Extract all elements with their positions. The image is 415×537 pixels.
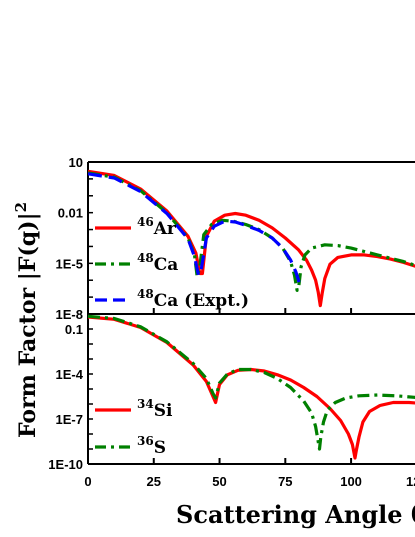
y-tick-label-p2: 0.1 [65, 322, 83, 337]
legend-label: 48Ca (Expt.) [137, 287, 249, 311]
axes-layer [87, 161, 415, 465]
y-tick-label-p2: 1E-7 [56, 412, 83, 427]
series-line-34si [88, 315, 415, 460]
y-tick-label-p2: 1E-10 [48, 457, 83, 472]
x-tick-label: 0 [84, 474, 91, 489]
y-axis-title-text: Form Factor |F(q)| [15, 212, 41, 438]
x-axis-title: Scattering Angle θ [176, 500, 415, 529]
y-tick-label-p1: 1E-8 [56, 307, 83, 322]
series-line-36s [88, 314, 415, 451]
x-tick-label: 125 [406, 474, 415, 489]
series-layer [88, 169, 415, 460]
x-tick-label: 75 [278, 474, 292, 489]
y-tick-label-p1: 1E-5 [56, 256, 83, 271]
legend-layer: 46Ar 48Ca 48Ca (Expt.) 34Si 36S [95, 215, 249, 458]
x-tick-label: 100 [340, 474, 362, 489]
series-line-46ar [88, 169, 415, 308]
x-tick-label: 25 [147, 474, 161, 489]
legend-label: 34Si [137, 397, 173, 421]
y-tick-label-p2: 1E-4 [56, 367, 84, 382]
y-axis-title-superscript: 2 [12, 202, 30, 212]
tick-label-layer: 0 25 50 75 100 125 10 0.01 1E-5 1E-80.1 1E-4 1E-7 1E… [48, 155, 415, 489]
y-tick-label-p1: 0.01 [58, 206, 83, 221]
y-axis-title: Form Factor |F(q)|2 [12, 202, 41, 438]
legend-label: 46Ar [137, 215, 177, 239]
legend-label: 36S [137, 434, 166, 458]
x-tick-label: 50 [212, 474, 226, 489]
legend-label: 48Ca [137, 251, 178, 275]
y-tick-label-p1: 10 [69, 155, 83, 170]
series-line-48ca-expt- [88, 172, 302, 288]
